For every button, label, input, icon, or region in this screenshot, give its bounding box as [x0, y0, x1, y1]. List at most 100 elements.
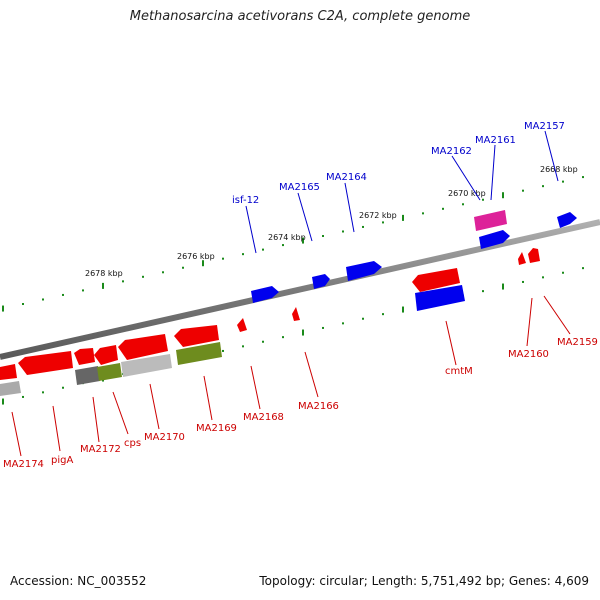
tick-mark [382, 313, 384, 316]
tick-mark [22, 303, 24, 306]
tick-mark [242, 345, 244, 348]
tick-mark [362, 225, 364, 228]
tick-mark [322, 235, 324, 238]
tick-mark [542, 185, 544, 188]
tick-mark [2, 305, 4, 312]
kbp-label: 2668 kbp [540, 165, 578, 174]
tick-mark [522, 189, 524, 192]
tick-mark [382, 221, 384, 224]
gene-label[interactable]: MA2169 [196, 423, 237, 434]
tick-mark [262, 340, 264, 343]
gene-label[interactable]: isf-12 [232, 195, 259, 206]
minus-strand-genes [0, 248, 540, 396]
tick-mark [182, 266, 184, 269]
gene-label[interactable]: MA2164 [326, 172, 367, 183]
gene-label[interactable]: cmtM [445, 366, 473, 377]
tick-mark [62, 293, 64, 296]
tick-mark [322, 326, 324, 329]
top-label-leaders [245, 130, 559, 254]
tick-mark [262, 248, 264, 251]
gene-label[interactable]: MA2172 [80, 444, 121, 455]
gene-arrow[interactable] [312, 274, 330, 289]
ncrna-arrow[interactable] [474, 210, 507, 231]
tick-mark [502, 192, 504, 199]
bottom-label-leaders [11, 295, 571, 457]
top-gene-labels: MA2157 MA2161 MA2162 MA2164 MA2165 isf-1… [232, 121, 565, 206]
gene-arrow[interactable] [528, 248, 540, 263]
gene-label[interactable]: MA2161 [475, 135, 516, 146]
tick-mark [562, 271, 564, 274]
tick-mark [422, 212, 424, 215]
gene-arrow[interactable] [557, 212, 577, 228]
gene-arrow[interactable] [0, 381, 21, 396]
tick-mark [302, 329, 304, 336]
tick-mark [302, 237, 304, 244]
kbp-label: 2676 kbp [177, 252, 215, 261]
tick-mark [22, 395, 24, 398]
tick-mark [362, 317, 364, 320]
gene-label[interactable]: MA2157 [524, 121, 565, 132]
tick-mark [202, 260, 204, 267]
gene-arrow[interactable] [415, 285, 465, 311]
tick-mark [142, 275, 144, 278]
gene-label[interactable]: MA2162 [431, 146, 472, 157]
kbp-label: 2672 kbp [359, 211, 397, 220]
tick-mark [342, 230, 344, 233]
gene-label[interactable]: MA2168 [243, 412, 284, 423]
gene-label[interactable]: MA2165 [279, 182, 320, 193]
tick-mark [82, 289, 84, 292]
tick-mark [342, 322, 344, 325]
tick-mark [282, 244, 284, 247]
upper-tick-row [2, 176, 584, 312]
gene-arrow[interactable] [237, 318, 247, 332]
kbp-label: 2674 kbp [268, 233, 306, 242]
tick-mark [562, 180, 564, 183]
gene-arrow[interactable] [74, 348, 95, 365]
gene-arrow[interactable] [174, 325, 219, 347]
tick-mark [542, 276, 544, 279]
tick-mark [522, 280, 524, 283]
tick-mark [442, 207, 444, 210]
gene-arrow[interactable] [412, 268, 460, 292]
gene-label[interactable]: MA2160 [508, 349, 549, 360]
tick-mark [482, 290, 484, 293]
tick-mark [402, 214, 404, 221]
gene-arrow[interactable] [18, 351, 73, 375]
kbp-labels: 2678 kbp 2676 kbp 2674 kbp 2672 kbp 2670… [85, 165, 578, 278]
tick-mark [62, 386, 64, 389]
gene-arrow[interactable] [346, 261, 382, 281]
tick-mark [282, 336, 284, 339]
kbp-label: 2678 kbp [85, 269, 123, 278]
tick-mark [582, 176, 584, 179]
gene-label[interactable]: MA2170 [144, 432, 185, 443]
tick-mark [582, 267, 584, 270]
accession-text: Accession: NC_003552 [10, 574, 147, 588]
gene-label[interactable]: MA2174 [3, 459, 44, 470]
gene-arrow[interactable] [251, 286, 279, 303]
tick-mark [462, 203, 464, 206]
gene-label[interactable]: MA2166 [298, 401, 339, 412]
gene-arrow[interactable] [518, 252, 526, 265]
gene-arrow[interactable] [292, 307, 300, 321]
tick-mark [502, 283, 504, 290]
tick-mark [242, 253, 244, 256]
plus-strand-genes [251, 210, 577, 303]
gene-label[interactable]: pigA [51, 455, 73, 466]
tick-mark [2, 398, 4, 405]
gene-arrow[interactable] [0, 364, 17, 380]
gene-arrow[interactable] [176, 342, 222, 365]
map-title: Methanosarcina acetivorans C2A, complete… [129, 9, 471, 24]
gene-arrow[interactable] [97, 363, 122, 381]
gene-arrow[interactable] [94, 345, 118, 365]
tick-mark [162, 271, 164, 274]
gene-arrow[interactable] [121, 354, 172, 377]
gene-label[interactable]: cps [124, 438, 141, 449]
tick-mark [222, 349, 224, 352]
gene-arrow[interactable] [479, 230, 510, 249]
gene-arrow[interactable] [75, 366, 100, 385]
tick-mark [42, 391, 44, 394]
tick-mark [102, 282, 104, 289]
gene-label[interactable]: MA2159 [557, 337, 598, 348]
gene-arrow[interactable] [118, 334, 168, 360]
